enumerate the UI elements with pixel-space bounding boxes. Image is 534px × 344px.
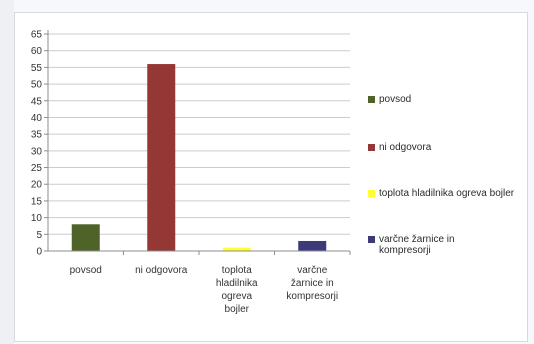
bars: [71, 64, 327, 252]
bar: [147, 64, 176, 252]
bar: [222, 247, 251, 251]
y-axis-ticks: 0 5 10 15 20 25 30 35 40 45 50 55 60 65: [31, 30, 48, 258]
legend-label: toplota hladilnika ogreva bojler: [379, 188, 515, 199]
y-tick-label: 20: [31, 180, 43, 191]
legend-swatch: [368, 96, 375, 103]
legend-swatch: [368, 236, 375, 243]
y-tick-label: 35: [31, 130, 43, 141]
y-tick-label: 45: [31, 96, 43, 107]
legend-swatch: [368, 190, 375, 197]
x-tick-label: povsod: [70, 265, 102, 276]
legend-swatch: [368, 144, 375, 151]
bar: [298, 240, 327, 251]
legend-item-varcne: varčne žarnice in kompresorji: [368, 234, 508, 256]
y-tick-label: 65: [31, 30, 43, 41]
legend-item-povsod: povsod: [368, 94, 411, 105]
x-tick-label: toplota hladilnika ogreva bojler: [216, 265, 258, 315]
y-tick-label: 50: [31, 80, 43, 91]
legend-item-toplota: toplota hladilnika ogreva bojler: [368, 188, 518, 199]
bar: [71, 224, 100, 251]
x-tick-label: ni odgovora: [135, 265, 188, 276]
y-tick-label: 30: [31, 146, 43, 157]
y-tick-label: 10: [31, 213, 43, 224]
gridlines: [48, 33, 350, 235]
legend-item-ni-odgovora: ni odgovora: [368, 142, 431, 153]
legend-label: varčne žarnice in kompresorji: [379, 234, 455, 256]
y-tick-label: 0: [36, 247, 42, 258]
y-tick-label: 25: [31, 163, 43, 174]
y-tick-label: 15: [31, 196, 43, 207]
x-axis-labels: povsod ni odgovora toplota hladilnika ogreva…: [70, 251, 351, 315]
legend-label: ni odgovora: [379, 142, 432, 153]
y-tick-label: 5: [36, 230, 42, 241]
y-tick-label: 55: [31, 63, 43, 74]
background-strip: [0, 0, 14, 344]
legend-label: povsod: [379, 94, 412, 105]
y-tick-label: 40: [31, 113, 43, 124]
x-tick-label: varčne žarnice in kompresorji: [286, 265, 338, 302]
y-tick-label: 60: [31, 46, 43, 57]
